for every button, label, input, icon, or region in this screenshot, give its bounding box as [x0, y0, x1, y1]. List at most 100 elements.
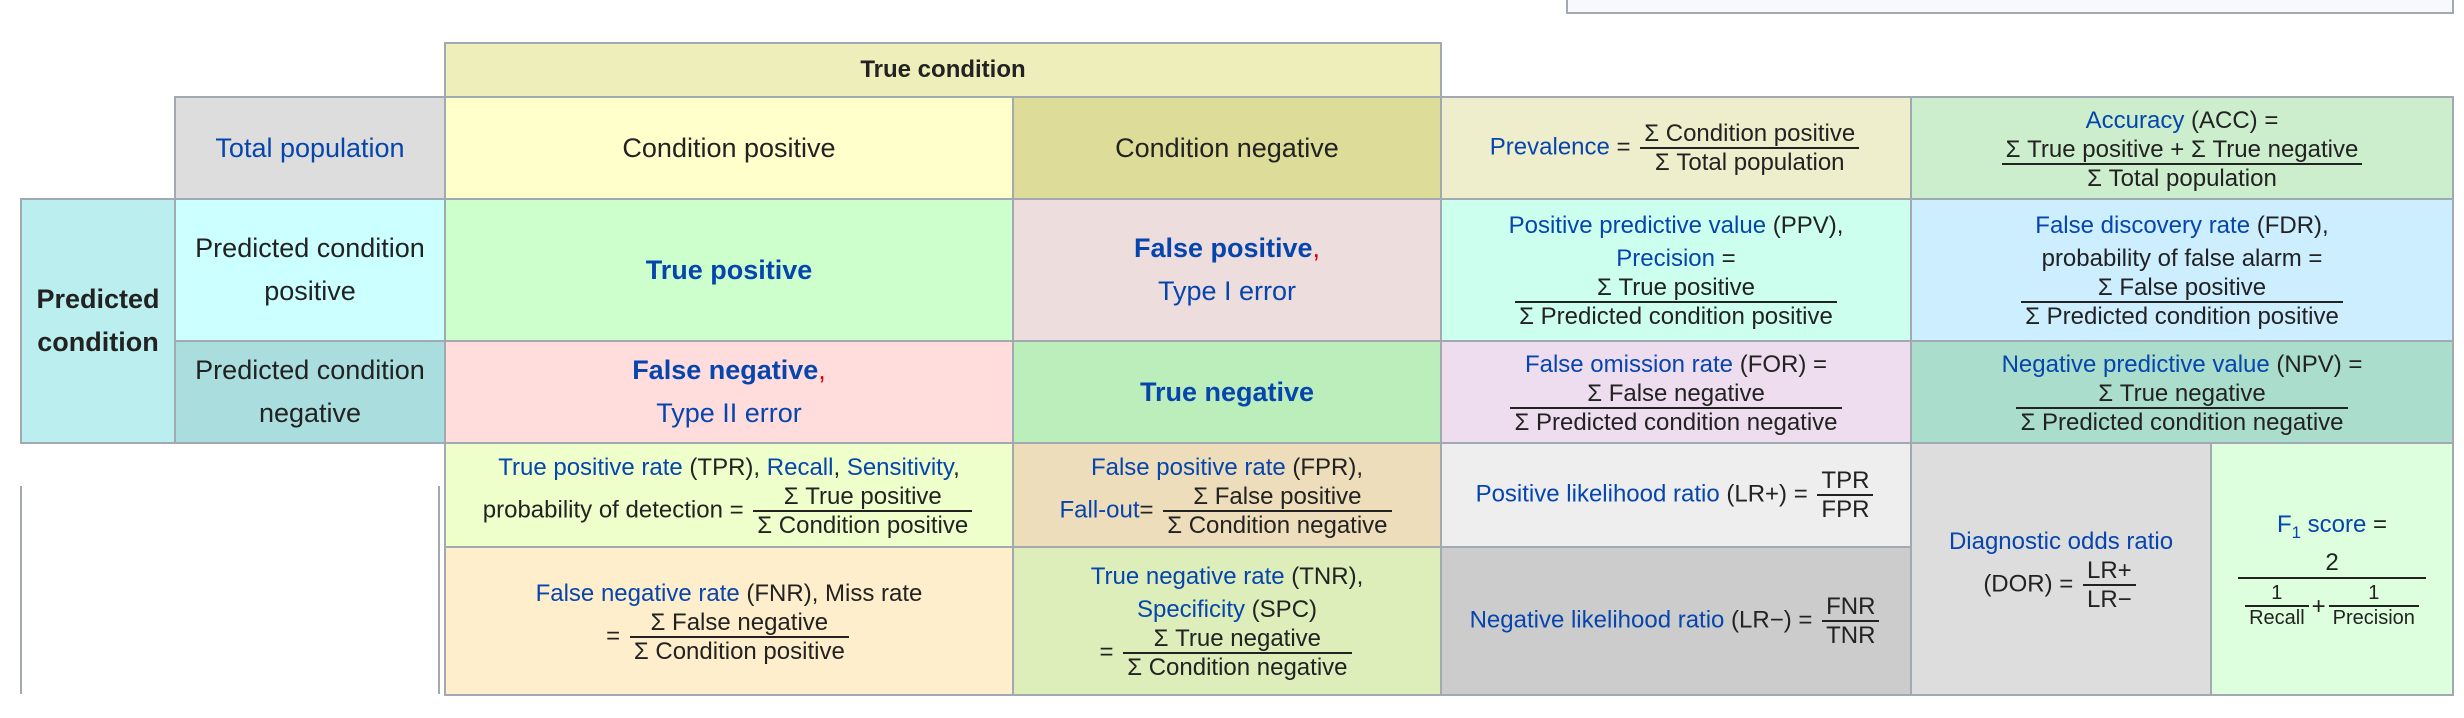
false-positive-link[interactable]: False positive — [1133, 232, 1313, 263]
lr-neg-cell: Negative likelihood ratio (LR−) = FNR TN… — [1440, 546, 1912, 696]
lr-pos-cell: Positive likelihood ratio (LR+) = TPR FP… — [1440, 442, 1912, 548]
ppv-denominator: Σ Predicted condition positive — [1519, 303, 1833, 331]
for-fraction: Σ False negative Σ Predicted condition n… — [1510, 381, 1842, 437]
f1-plus: + — [2311, 592, 2326, 620]
tpr-line2: probability of detection = — [482, 496, 744, 524]
fnr-denominator: Σ Condition positive — [633, 638, 845, 666]
left-edge-line — [20, 486, 22, 694]
for-cell: False omission rate (FOR) = Σ False nega… — [1440, 340, 1912, 444]
fpr-eq: = — [1139, 496, 1154, 524]
accuracy-link[interactable]: Accuracy — [2085, 106, 2185, 134]
true-negative-cell[interactable]: True negative — [1012, 340, 1442, 444]
prevalence-cell: Prevalence = Σ Condition positive Σ Tota… — [1440, 96, 1912, 200]
true-positive-cell[interactable]: True positive — [444, 198, 1014, 342]
precision-link[interactable]: Precision — [1616, 244, 1716, 272]
ppv-link[interactable]: Positive predictive value — [1508, 212, 1767, 240]
dor-denominator: LR− — [2086, 586, 2132, 614]
tnr-numerator: Σ True negative — [1123, 626, 1352, 655]
false-negative-link[interactable]: False negative — [632, 354, 819, 385]
fdr-line2: probability of false alarm = — [2041, 244, 2323, 272]
condition-negative-cell: Condition negative — [1012, 96, 1442, 200]
tnr-abbr: (TNR), — [1284, 563, 1364, 591]
predicted-condition-label: Predicted condition — [36, 283, 160, 357]
tnr-fraction: Σ True negative Σ Condition negative — [1123, 626, 1352, 681]
true-negative-link[interactable]: True negative — [1139, 376, 1315, 407]
top-right-panel-edge — [1566, 0, 2454, 14]
true-positive-link[interactable]: True positive — [645, 254, 813, 285]
f1-score-cell: F 1 score = 2 1 Recall + 1 Precision — [2210, 442, 2454, 696]
condition-positive-cell: Condition positive — [444, 96, 1014, 200]
sensitivity-link[interactable]: Sensitivity — [846, 453, 954, 481]
prevalence-numerator: Σ Condition positive — [1640, 121, 1860, 149]
accuracy-abbr: (ACC) = — [2184, 106, 2279, 134]
type-i-error-link[interactable]: Type I error — [1157, 276, 1297, 306]
tpr-cell: True positive rate (TPR), Recall, Sensit… — [444, 442, 1014, 548]
fnr-link[interactable]: False negative rate — [535, 579, 740, 607]
f1-label-tail[interactable]: score — [2300, 510, 2367, 538]
fpr-abbr: (FPR), — [1285, 453, 1364, 481]
lr-neg-link[interactable]: Negative likelihood ratio — [1469, 606, 1725, 634]
recall-link[interactable]: Recall — [766, 453, 834, 481]
for-link[interactable]: False omission rate — [1524, 350, 1734, 378]
accuracy-cell: Accuracy (ACC) = Σ True positive + Σ Tru… — [1910, 96, 2454, 200]
ppv-cell: Positive predictive value (PPV), Precisi… — [1440, 198, 1912, 342]
lr-pos-fraction: TPR FPR — [1817, 468, 1874, 523]
npv-cell: Negative predictive value (NPV) = Σ True… — [1910, 340, 2454, 444]
dor-numerator: LR+ — [2082, 558, 2136, 587]
condition-negative-label: Condition negative — [1115, 132, 1339, 163]
total-population-link[interactable]: Total population — [215, 132, 405, 163]
lr-neg-denominator: TNR — [1826, 622, 1876, 649]
fdr-link[interactable]: False discovery rate — [2035, 212, 2251, 240]
false-negative-comma: , — [818, 354, 826, 385]
fdr-abbr: (FDR), — [2250, 212, 2329, 240]
f1-numerator: 2 — [2238, 550, 2426, 580]
fall-out-link[interactable]: Fall-out — [1059, 496, 1140, 524]
f1-label[interactable]: F — [2276, 510, 2292, 538]
for-numerator: Σ False negative — [1510, 381, 1842, 410]
predicted-condition-positive-cell: Predicted condition positive — [174, 198, 446, 342]
total-population-cell[interactable]: Total population — [174, 96, 446, 200]
true-condition-label: True condition — [860, 55, 1026, 83]
fdr-cell: False discovery rate (FDR), probability … — [1910, 198, 2454, 342]
dor-cell: Diagnostic odds ratio (DOR) = LR+ LR− — [1910, 442, 2212, 696]
fpr-link[interactable]: False positive rate — [1090, 453, 1286, 481]
dor-abbr: (DOR) = — [1983, 570, 2074, 598]
accuracy-denominator: Σ Total population — [2087, 165, 2277, 193]
f1-eq: = — [2366, 510, 2388, 538]
false-negative-cell[interactable]: False negative, Type II error — [444, 340, 1014, 444]
false-positive-cell[interactable]: False positive, Type I error — [1012, 198, 1442, 342]
prevalence-fraction: Σ Condition positive Σ Total population — [1640, 121, 1860, 176]
f1-fraction: 2 1 Recall + 1 Precision — [2238, 550, 2426, 629]
tnr-link[interactable]: True negative rate — [1090, 563, 1285, 591]
for-denominator: Σ Predicted condition negative — [1514, 409, 1838, 437]
specificity-link[interactable]: Specificity — [1136, 595, 1246, 623]
lr-pos-numerator: TPR — [1817, 468, 1874, 496]
f1-denominator: 1 Recall + 1 Precision — [2238, 579, 2426, 629]
type-ii-error-link[interactable]: Type II error — [656, 398, 802, 428]
predicted-positive-line2: positive — [264, 276, 356, 306]
lr-pos-abbr: (LR+) = — [1719, 480, 1808, 508]
false-positive-comma: , — [1312, 232, 1321, 263]
tpr-link[interactable]: True positive rate — [498, 453, 683, 481]
tnr-abbr2: (SPC) — [1245, 595, 1318, 623]
true-condition-header: True condition — [444, 42, 1442, 98]
condition-positive-label: Condition positive — [622, 132, 836, 163]
lr-pos-denominator: FPR — [1821, 496, 1870, 523]
lr-pos-link[interactable]: Positive likelihood ratio — [1475, 480, 1720, 508]
dor-link[interactable]: Diagnostic odds ratio — [1948, 527, 2174, 555]
npv-abbr: (NPV) = — [2269, 350, 2363, 378]
ppv-fraction: Σ True positive Σ Predicted condition po… — [1515, 275, 1837, 331]
npv-link[interactable]: Negative predictive value — [2001, 350, 2270, 378]
fdr-fraction: Σ False positive Σ Predicted condition p… — [2021, 275, 2343, 330]
f1-recall-den: Recall — [2249, 607, 2305, 630]
for-abbr: (FOR) = — [1733, 350, 1828, 378]
predicted-condition-header: Predicted condition — [20, 198, 176, 444]
accuracy-fraction: Σ True positive + Σ True negative Σ Tota… — [2001, 137, 2363, 193]
predicted-positive-line1: Predicted condition — [195, 232, 425, 263]
prevalence-link[interactable]: Prevalence — [1489, 133, 1610, 161]
tpr-tail: , — [953, 453, 960, 481]
tpr-denominator: Σ Condition positive — [757, 512, 969, 540]
f1-recall-num: 1 — [2245, 583, 2309, 608]
predicted-condition-negative-cell: Predicted condition negative — [174, 340, 446, 444]
prevalence-denominator: Σ Total population — [1654, 149, 1845, 176]
